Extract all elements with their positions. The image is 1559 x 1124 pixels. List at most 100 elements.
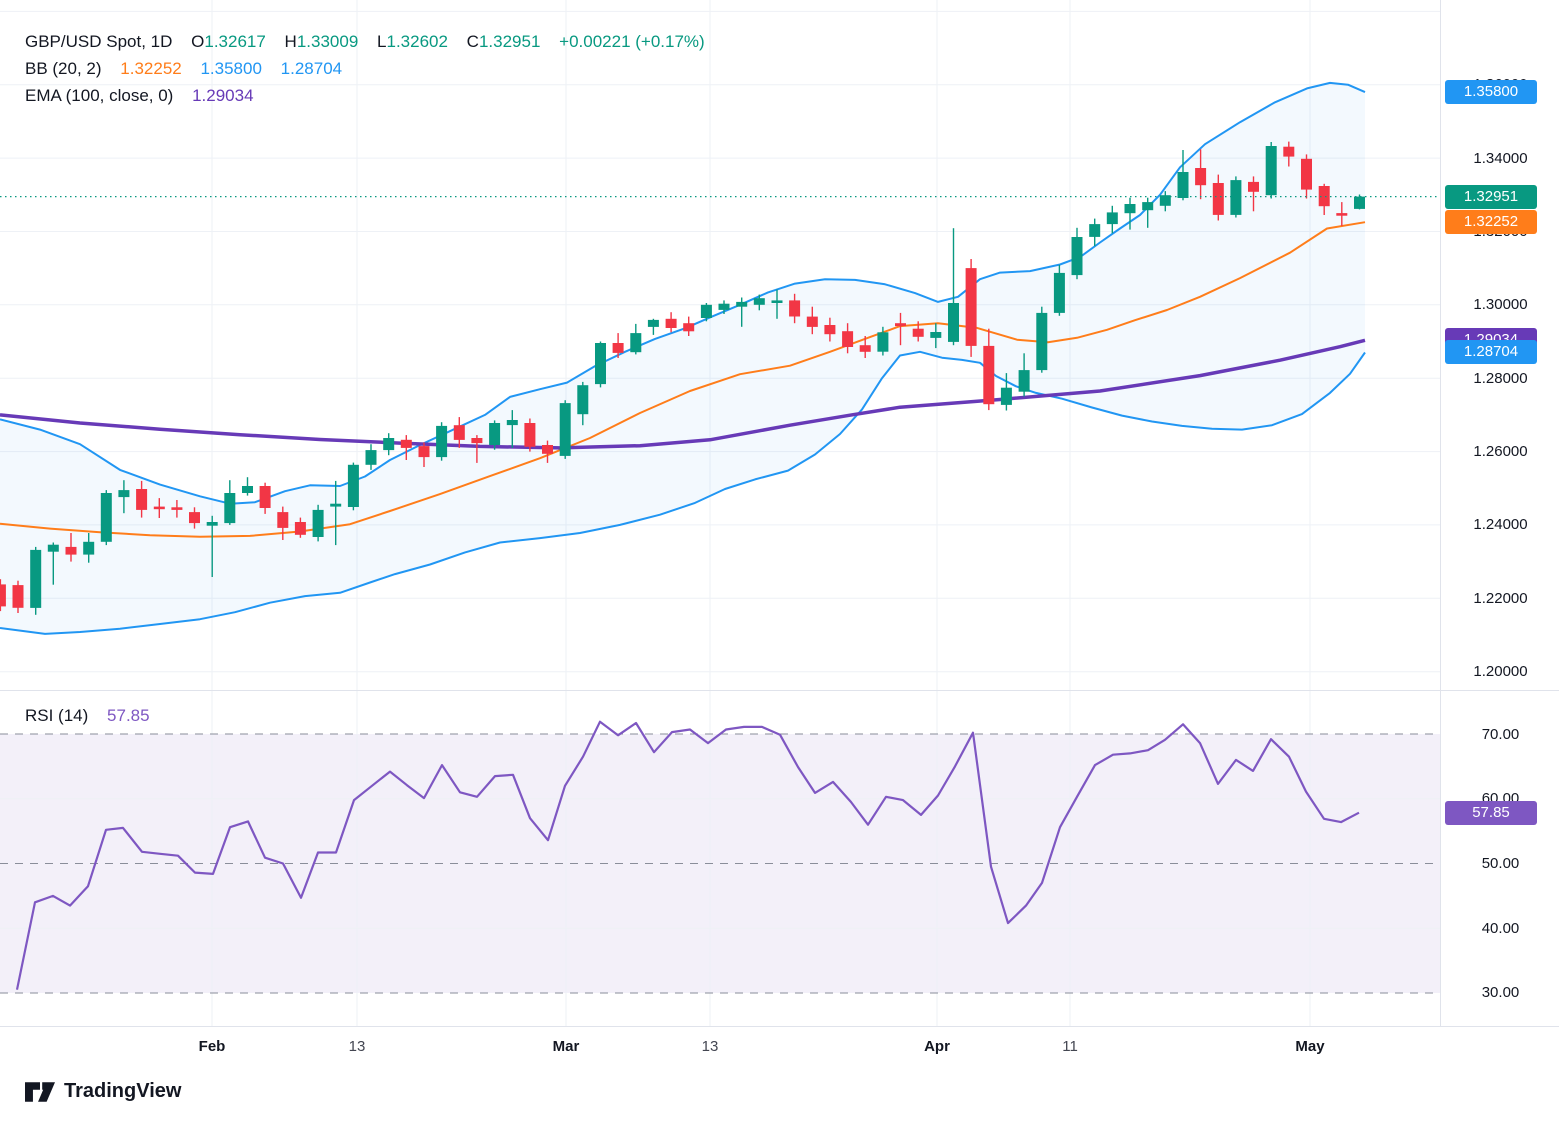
ohlc-close: C1.32951: [466, 32, 541, 51]
candle: [824, 317, 836, 342]
bb-lower-line: [0, 350, 1366, 635]
ema-line: [0, 338, 1366, 450]
candle: [559, 400, 571, 459]
candle: [471, 435, 483, 463]
chart-footer: TradingView: [0, 1066, 1559, 1124]
candle: [1159, 191, 1171, 212]
candle: [595, 341, 606, 388]
candle: [242, 477, 253, 496]
candle: [859, 336, 871, 358]
candle: [1336, 202, 1348, 226]
candle: [1177, 150, 1189, 201]
candle: [1053, 264, 1065, 316]
candle: [153, 498, 165, 518]
candle: [524, 418, 536, 452]
tradingview-wordmark: TradingView: [64, 1080, 182, 1102]
candle: [453, 417, 465, 448]
candle: [983, 328, 995, 411]
price-axis-label: 1.24000: [1473, 516, 1528, 533]
legend-row-symbol[interactable]: GBP/USD Spot, 1D O1.32617 H1.33009 L1.32…: [25, 28, 705, 55]
candle: [206, 515, 218, 577]
candle: [1000, 373, 1012, 411]
candle: [259, 482, 271, 514]
candle: [118, 480, 130, 514]
candle: [877, 326, 889, 356]
candle: [1089, 218, 1101, 247]
candle: [383, 433, 395, 456]
symbol-title[interactable]: GBP/USD Spot, 1D: [25, 32, 173, 51]
rsi-axis-label: 30.00: [1481, 984, 1520, 1001]
candle: [347, 462, 359, 511]
time-axis-label: Apr: [924, 1038, 950, 1055]
ohlc-low: L1.32602: [377, 32, 448, 51]
rsi-indicator-name: RSI (14): [25, 706, 89, 725]
candle: [753, 294, 765, 311]
candle: [30, 546, 42, 615]
candle: [965, 259, 977, 357]
time-axis-label: 11: [1062, 1038, 1078, 1055]
price-axis-label: 1.34000: [1473, 150, 1528, 167]
bb-basis-value: 1.32252: [120, 59, 182, 78]
candle: [224, 480, 236, 525]
bb-basis-badge: 1.32252: [1445, 210, 1537, 234]
rsi-value-badge: 57.85: [1445, 801, 1537, 825]
candle: [1212, 174, 1224, 221]
price-axis[interactable]: 1.360001.340001.320001.300001.280001.260…: [1440, 0, 1559, 1026]
candle: [400, 435, 412, 460]
pane-divider[interactable]: [0, 690, 1559, 691]
ema-indicator-name: EMA (100, close, 0): [25, 86, 174, 105]
candle: [1106, 205, 1118, 234]
candle: [1248, 176, 1259, 212]
price-axis-label: 1.22000: [1473, 590, 1528, 607]
candle: [65, 533, 77, 562]
candle: [418, 442, 430, 467]
price-axis-label: 1.20000: [1473, 663, 1528, 680]
candle: [1036, 306, 1048, 373]
chart-plot-area[interactable]: [0, 0, 1440, 1065]
legend-row-ema[interactable]: EMA (100, close, 0) 1.29034: [25, 82, 705, 109]
candle: [1124, 197, 1136, 230]
candle: [789, 293, 801, 324]
legend-row-bb[interactable]: BB (20, 2) 1.32252 1.35800 1.28704: [25, 55, 705, 82]
legend-row-rsi[interactable]: RSI (14) 57.85: [25, 703, 150, 729]
candle: [736, 297, 748, 327]
rsi-axis-label: 50.00: [1481, 855, 1520, 872]
bb-upper-value: 1.35800: [200, 59, 262, 78]
candle: [0, 579, 6, 612]
rsi-axis-label: 40.00: [1481, 920, 1520, 937]
time-axis-label: 13: [348, 1038, 366, 1055]
candle: [1018, 353, 1030, 397]
time-axis-label: Mar: [552, 1038, 580, 1055]
candle: [1142, 197, 1154, 228]
bb-lower-value: 1.28704: [280, 59, 343, 78]
candle: [365, 444, 377, 470]
price-pane[interactable]: [0, 0, 1440, 690]
rsi-pane[interactable]: [0, 690, 1440, 1026]
last-price-badge: 1.32951: [1445, 185, 1537, 209]
candle: [171, 500, 183, 518]
candle: [83, 533, 95, 563]
bb-basis-line: [0, 221, 1366, 538]
bb-lower-badge: 1.28704: [1445, 340, 1537, 364]
time-axis[interactable]: Feb 13 Mar 13 Apr 11 May: [0, 1026, 1559, 1067]
change-value: +0.00221 (+0.17%): [559, 32, 705, 51]
candle: [1354, 194, 1365, 210]
candle: [542, 440, 553, 463]
price-axis-label: 1.28000: [1473, 370, 1528, 387]
time-axis-label: May: [1295, 1038, 1325, 1055]
price-axis-label: 1.26000: [1473, 443, 1528, 460]
candle: [100, 490, 112, 546]
tradingview-attribution[interactable]: TradingView: [25, 1080, 181, 1103]
candle: [630, 323, 642, 355]
candle: [912, 321, 924, 342]
candle: [489, 420, 501, 450]
candle: [436, 422, 448, 461]
candle: [930, 323, 942, 349]
candle: [330, 480, 342, 546]
price-axis-label: 1.30000: [1473, 296, 1528, 313]
time-axis-label: 13: [701, 1038, 719, 1055]
candle: [948, 228, 959, 346]
candle: [189, 507, 200, 529]
candle: [1301, 154, 1312, 199]
